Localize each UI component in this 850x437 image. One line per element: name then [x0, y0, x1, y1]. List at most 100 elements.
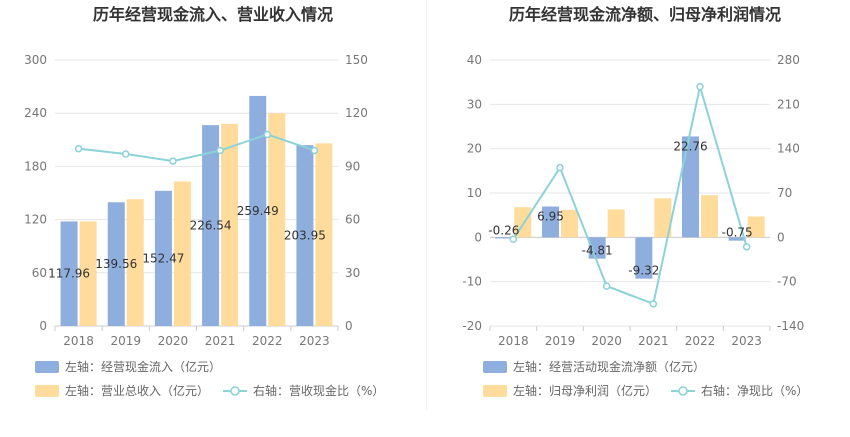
line-point [310, 146, 319, 155]
legend-swatch [35, 385, 59, 397]
left-axis-tick-label: 60 [32, 266, 47, 280]
left-axis-tick-label: 120 [24, 213, 47, 227]
chart-title: 历年经营现金流入、营业收入情况 [93, 5, 333, 24]
line-point [649, 300, 658, 308]
left-axis-tick-label: 10 [467, 186, 482, 200]
bar-data-label: -4.81 [582, 244, 613, 258]
right-axis-tick-label: 70 [777, 186, 792, 200]
legend-label: 左轴：归母净利润（亿元） [513, 383, 657, 398]
bar [542, 206, 559, 238]
bar [728, 237, 746, 241]
left-axis-tick-label: 20 [467, 142, 482, 156]
right-axis-tick-label: 30 [345, 266, 360, 280]
bar-data-label: 259.49 [237, 204, 279, 218]
legend-label: 左轴：经营现金流入（亿元） [65, 359, 221, 374]
x-axis-tick-label: 2020 [591, 334, 622, 348]
bar [154, 190, 172, 326]
line-point [602, 282, 611, 290]
left-axis-tick-label: -10 [462, 275, 482, 289]
bar [296, 145, 314, 326]
line-point [122, 150, 130, 158]
right-axis-tick-label: 280 [777, 53, 800, 67]
x-axis-tick-label: 2021 [638, 334, 669, 348]
panel-divider [426, 0, 427, 410]
right-axis-tick-label: 210 [777, 97, 800, 111]
legend-label: 右轴：营收现金比（%） [253, 383, 384, 398]
line-series [78, 133, 315, 163]
legend-label: 左轴：经营活动现金流净额（亿元） [513, 359, 705, 374]
legend-swatch [483, 361, 507, 373]
left-axis-tick-label: 180 [24, 159, 47, 173]
line-point [696, 82, 704, 91]
bar [107, 202, 125, 326]
left-axis-tick-label: -20 [462, 319, 482, 333]
right-axis-tick-label: 120 [345, 106, 368, 120]
x-axis-tick-label: 2022 [685, 334, 716, 348]
line-point [169, 157, 177, 165]
chart-title: 历年经营现金流净额、归母净利润情况 [509, 5, 781, 24]
bar [202, 125, 220, 326]
left-axis-tick-label: 300 [24, 53, 47, 67]
x-axis-tick-label: 2019 [545, 334, 576, 348]
bar [682, 136, 699, 238]
bar [654, 198, 672, 238]
line-point [556, 163, 564, 172]
bar [173, 181, 191, 326]
x-axis-tick-label: 2021 [205, 334, 236, 348]
legend-label: 左轴：营业总收入（亿元） [65, 383, 209, 398]
right-axis-tick-label: 0 [777, 230, 785, 244]
bar [747, 216, 765, 238]
right-axis-tick-label: -140 [777, 319, 804, 333]
left-axis-tick-label: 40 [467, 53, 482, 67]
line-point [509, 235, 518, 243]
line-point [74, 144, 83, 153]
legend-swatch [483, 385, 507, 397]
line-series [512, 86, 748, 306]
legend-swatch [230, 386, 240, 396]
bar [495, 237, 513, 239]
left-axis-tick-label: 30 [467, 97, 482, 111]
right-axis-tick-label: 90 [345, 159, 360, 173]
x-axis-tick-label: 2018 [63, 334, 94, 348]
right-axis-tick-label: 150 [345, 53, 368, 67]
x-axis-tick-label: 2023 [299, 334, 330, 348]
bar [79, 221, 97, 326]
bar [249, 95, 267, 326]
bar [126, 199, 144, 326]
bar [60, 221, 78, 326]
chart-panel-net-cashflow-profit: 历年经营现金流净额、归母净利润情况 -20 -10 0 10 20 30 40 -140 -70 0… [462, 5, 808, 398]
bar-data-label: -0.26 [488, 223, 519, 237]
right-axis-tick-label: 60 [345, 213, 360, 227]
bar [268, 113, 286, 326]
right-axis-tick-label: 140 [777, 142, 800, 156]
bar [607, 209, 625, 238]
bar-data-label: 6.95 [537, 210, 564, 224]
legend-swatch [35, 361, 59, 373]
left-axis-tick-label: 0 [474, 230, 482, 244]
x-axis-tick-label: 2022 [252, 334, 283, 348]
x-axis-tick-label: 2020 [158, 334, 189, 348]
bar-data-label: 22.76 [673, 139, 707, 153]
x-axis-tick-label: 2019 [110, 334, 141, 348]
legend-swatch [678, 386, 688, 396]
x-axis-tick-label: 2023 [731, 334, 762, 348]
bar-data-label: 117.96 [48, 267, 90, 281]
right-axis-tick-label: -70 [777, 275, 797, 289]
line-point [216, 146, 224, 155]
bar-data-label: 152.47 [142, 251, 184, 265]
bar [701, 195, 718, 238]
left-axis-tick-label: 240 [24, 106, 47, 120]
bar-data-label: 139.56 [95, 257, 137, 271]
bar [635, 237, 653, 279]
left-axis-tick-label: 0 [39, 319, 47, 333]
x-axis-tick-label: 2018 [498, 334, 529, 348]
bar [561, 209, 578, 238]
bar-data-label: 226.54 [190, 219, 232, 233]
bar [221, 123, 239, 326]
bar [315, 143, 333, 326]
chart-panel-cash-inflow-revenue: 历年经营现金流入、营业收入情况 0 60 120 180 240 300 0 30 60 90 120… [24, 5, 384, 398]
bar-data-label: 203.95 [284, 229, 326, 243]
line-point [742, 243, 751, 251]
